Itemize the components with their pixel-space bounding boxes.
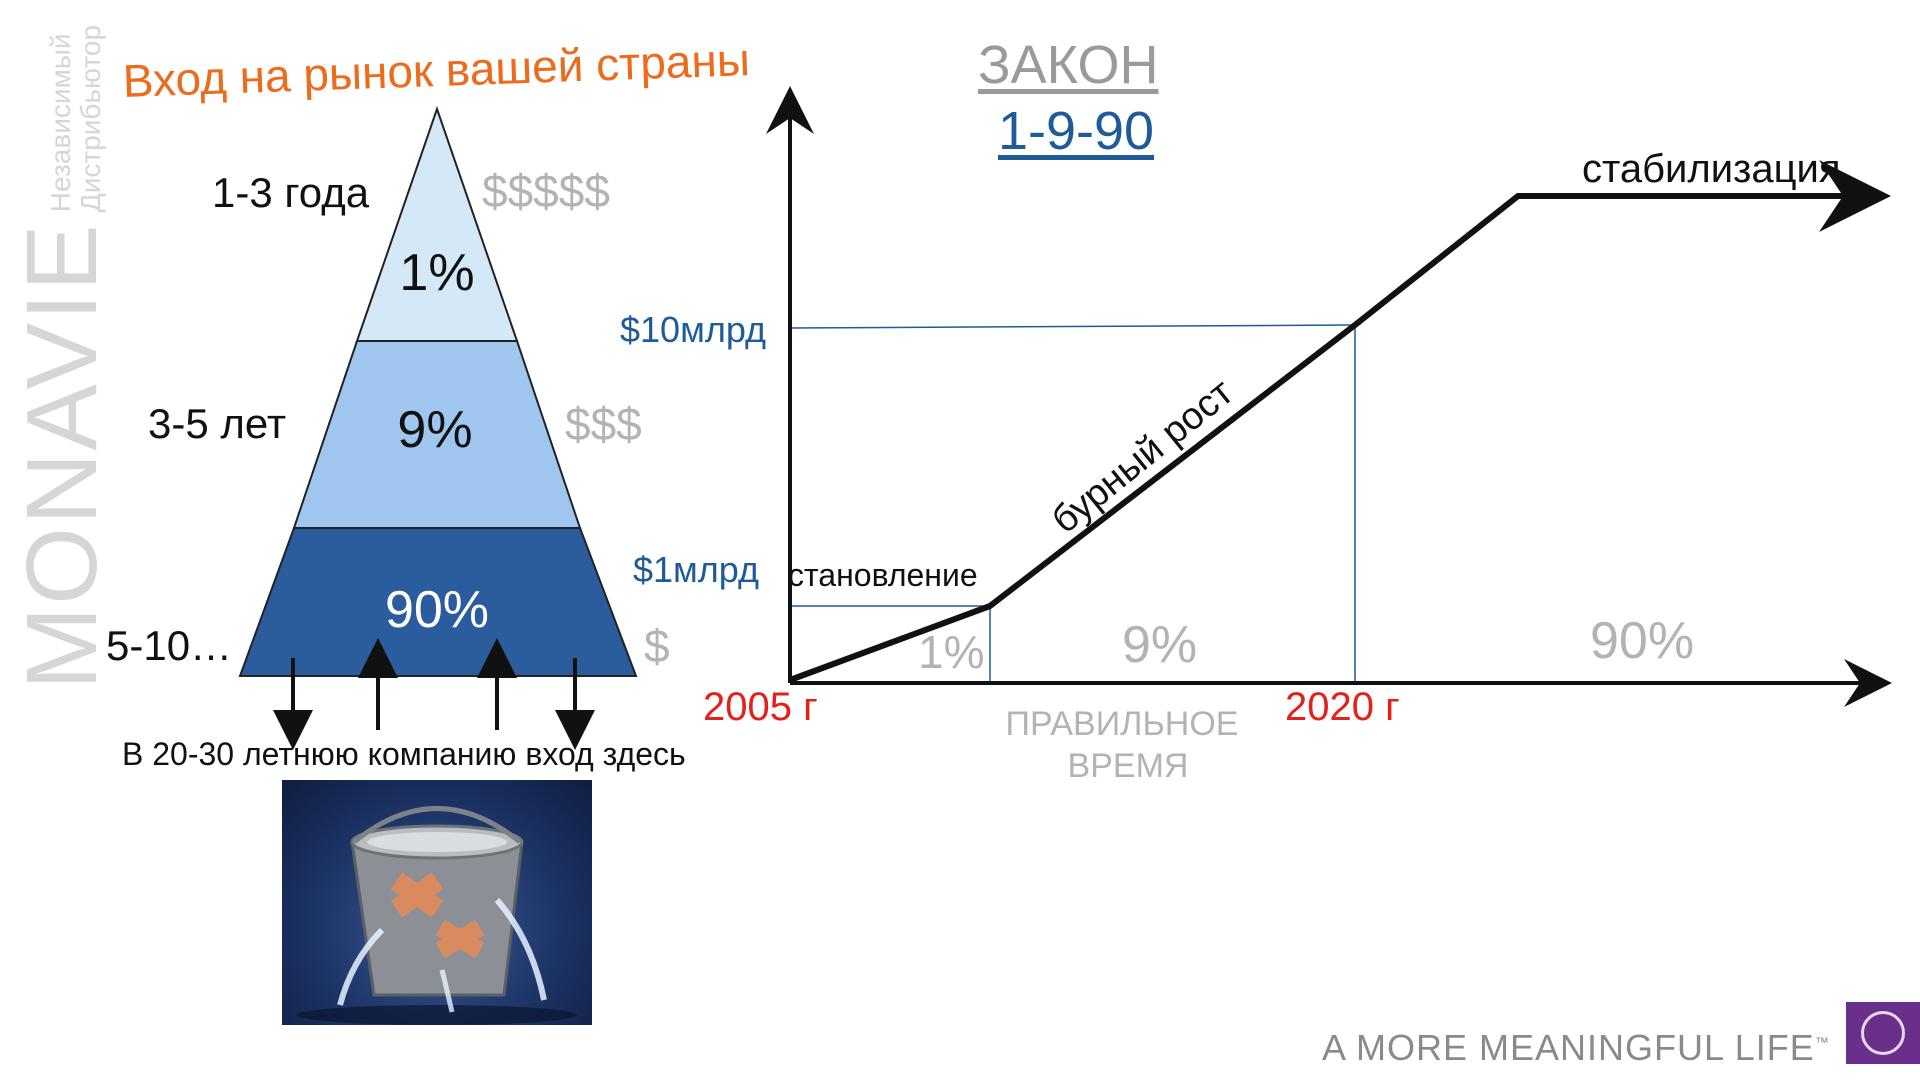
y-label-10b: $10млрд (620, 309, 766, 350)
phase-stabilization: стабилизация (1582, 147, 1841, 191)
phase-growth: бурный рост (1044, 371, 1241, 542)
pyramid-diagram: 1% 9% 90% 1-3 года 3-5 лет 5-10… $$$$$ $… (106, 105, 670, 750)
tagline-text: A MORE MEANINGFUL LIFE (1322, 1027, 1815, 1068)
pyramid-period-top: 1-3 года (212, 169, 370, 216)
law-numbers: 1-9-90 (998, 101, 1155, 161)
pyramid-money-bottom: $ (644, 620, 670, 672)
growth-curve (788, 160, 1891, 683)
leaky-bucket-image (282, 780, 592, 1025)
logo-ring-icon (1861, 1011, 1905, 1055)
x-label-2020: 2020 г (1285, 685, 1400, 729)
pyramid-period-middle: 3-5 лет (148, 400, 286, 447)
law-heading: ЗАКОН (978, 35, 1159, 95)
pyramid-percent-middle: 9% (397, 401, 472, 459)
right-time-line2: ВРЕМЯ (1068, 747, 1189, 785)
pyramid-layer-bottom (238, 527, 638, 677)
growth-graph: $10млрд $1млрд 2005 г 2020 г становление… (620, 86, 1892, 785)
segment-percent-9: 9% (1122, 616, 1197, 674)
segment-percent-1: 1% (918, 626, 984, 678)
tagline-trademark: ™ (1814, 1034, 1830, 1050)
pyramid-money-top: $$$$$ (482, 165, 610, 217)
brand-logo-icon (1846, 1002, 1920, 1064)
x-label-2005: 2005 г (703, 685, 818, 729)
pyramid-percent-top: 1% (399, 244, 474, 302)
pyramid-period-bottom: 5-10… (106, 622, 232, 669)
right-time-line1: ПРАВИЛЬНОЕ (1006, 705, 1239, 743)
pyramid-percent-bottom: 90% (385, 581, 489, 639)
tagline: A MORE MEANINGFUL LIFE™ (1322, 1030, 1830, 1066)
entry-note: В 20-30 летнюю компанию вход здесь (122, 736, 686, 772)
segment-percent-90: 90% (1590, 612, 1694, 670)
pyramid-money-middle: $$$ (565, 398, 642, 450)
y-label-1b: $1млрд (633, 549, 759, 590)
guide-10b-horizontal (787, 324, 1356, 329)
phase-formation: становление (788, 557, 978, 593)
